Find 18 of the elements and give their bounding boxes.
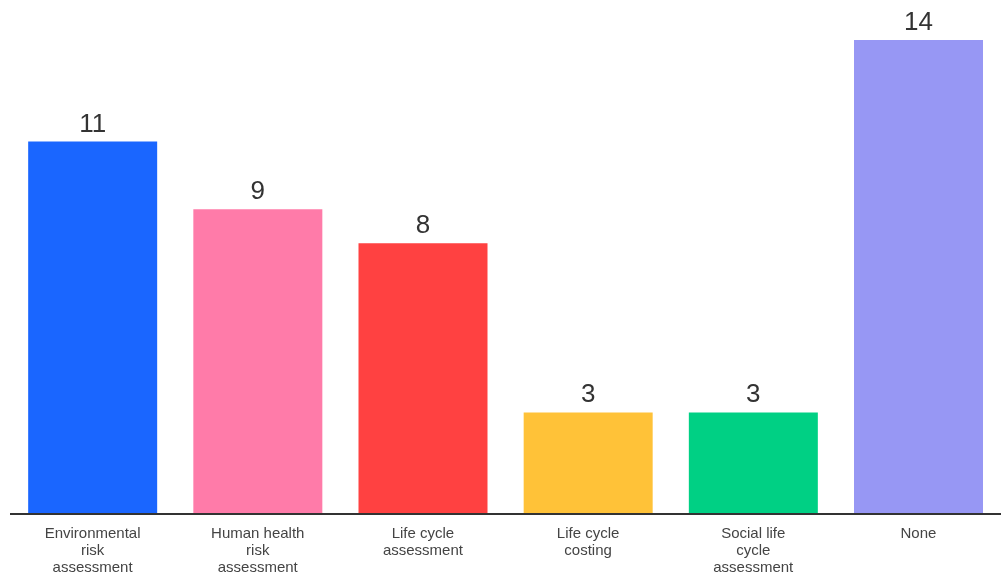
data-label: 9 xyxy=(250,175,266,206)
x-tick-label: Life cycle costing xyxy=(556,524,620,558)
data-label: 14 xyxy=(904,6,933,36)
bar xyxy=(28,141,158,514)
x-tick-label: Social life cycle assessment xyxy=(713,524,795,575)
bar xyxy=(688,412,818,514)
x-tick-label: None xyxy=(900,524,937,541)
bar xyxy=(854,40,983,514)
x-tick-label: Human health risk assessment xyxy=(211,524,305,575)
x-tick-label: Life cycle assessment xyxy=(382,524,464,558)
data-label: 11 xyxy=(79,107,107,138)
bar xyxy=(358,243,488,514)
bar xyxy=(193,209,323,514)
data-label: 3 xyxy=(746,378,761,409)
bar xyxy=(523,412,653,514)
data-label: 8 xyxy=(415,209,431,240)
data-label: 3 xyxy=(580,378,596,409)
x-tick-label: Environmental risk assessment xyxy=(44,524,141,575)
